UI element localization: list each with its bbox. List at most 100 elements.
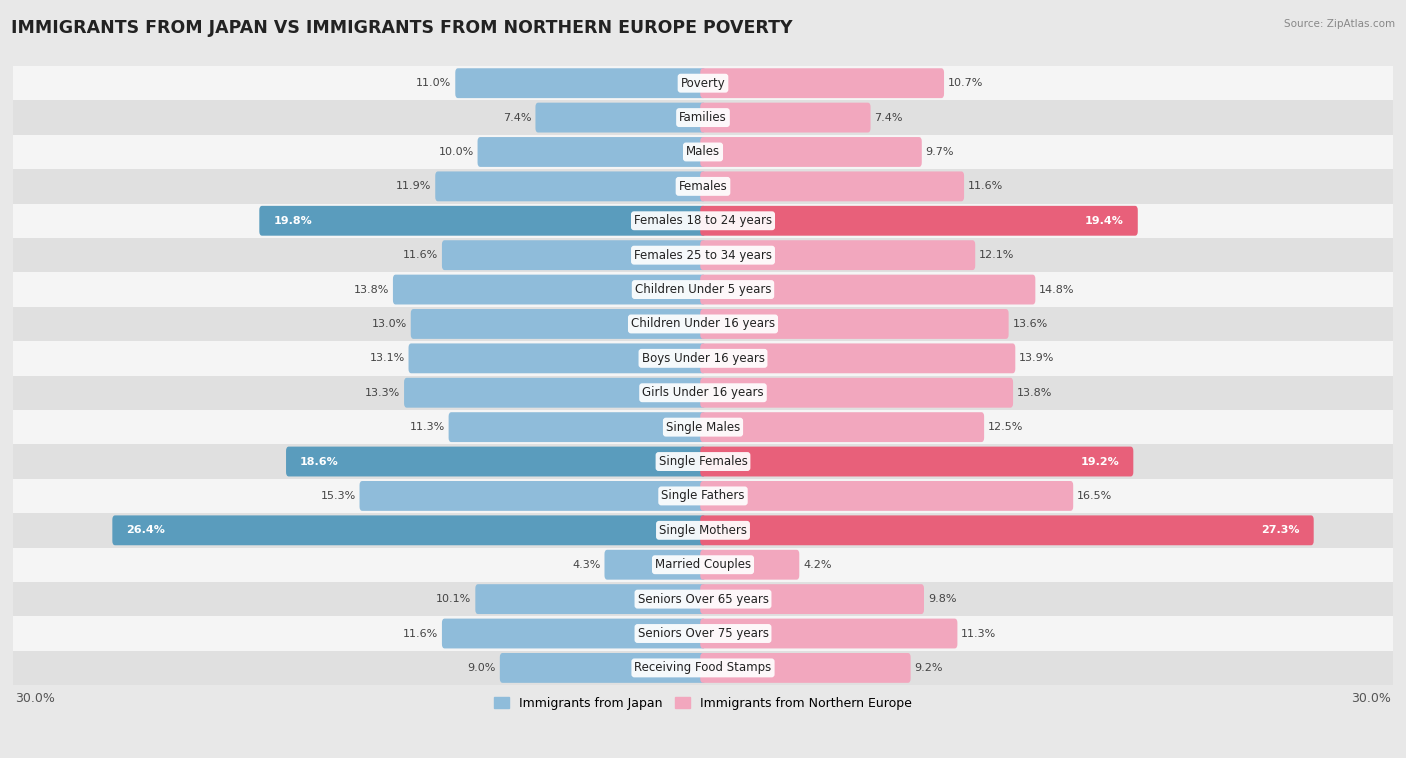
FancyBboxPatch shape — [441, 619, 706, 648]
FancyBboxPatch shape — [700, 550, 799, 580]
FancyBboxPatch shape — [700, 274, 1035, 305]
Text: 13.1%: 13.1% — [370, 353, 405, 363]
FancyBboxPatch shape — [700, 102, 870, 133]
Bar — [13, 135, 1393, 169]
Text: 7.4%: 7.4% — [875, 113, 903, 123]
Text: 11.0%: 11.0% — [416, 78, 451, 88]
Text: Single Fathers: Single Fathers — [661, 490, 745, 503]
Text: 19.2%: 19.2% — [1081, 456, 1119, 466]
FancyBboxPatch shape — [392, 274, 706, 305]
Text: 11.6%: 11.6% — [402, 628, 439, 638]
FancyBboxPatch shape — [478, 137, 706, 167]
Bar — [13, 375, 1393, 410]
Bar — [13, 513, 1393, 547]
FancyBboxPatch shape — [700, 446, 1133, 477]
FancyBboxPatch shape — [700, 309, 1008, 339]
FancyBboxPatch shape — [700, 412, 984, 442]
Bar — [13, 204, 1393, 238]
Text: 10.7%: 10.7% — [948, 78, 983, 88]
Text: Single Males: Single Males — [666, 421, 740, 434]
Text: 13.9%: 13.9% — [1019, 353, 1054, 363]
FancyBboxPatch shape — [700, 377, 1014, 408]
FancyBboxPatch shape — [605, 550, 706, 580]
Bar — [13, 650, 1393, 685]
Text: 13.0%: 13.0% — [371, 319, 406, 329]
Bar — [13, 66, 1393, 100]
Bar — [13, 307, 1393, 341]
FancyBboxPatch shape — [112, 515, 706, 545]
Text: Children Under 5 years: Children Under 5 years — [634, 283, 772, 296]
FancyBboxPatch shape — [700, 515, 1313, 545]
Text: 12.5%: 12.5% — [988, 422, 1024, 432]
Text: Single Mothers: Single Mothers — [659, 524, 747, 537]
Text: 13.8%: 13.8% — [1017, 388, 1052, 398]
FancyBboxPatch shape — [360, 481, 706, 511]
Text: 9.7%: 9.7% — [925, 147, 955, 157]
Legend: Immigrants from Japan, Immigrants from Northern Europe: Immigrants from Japan, Immigrants from N… — [489, 692, 917, 715]
Bar — [13, 616, 1393, 650]
FancyBboxPatch shape — [700, 481, 1073, 511]
Text: 27.3%: 27.3% — [1261, 525, 1299, 535]
Bar — [13, 547, 1393, 582]
Text: Source: ZipAtlas.com: Source: ZipAtlas.com — [1284, 19, 1395, 29]
Text: Seniors Over 65 years: Seniors Over 65 years — [637, 593, 769, 606]
Text: Poverty: Poverty — [681, 77, 725, 89]
Text: 11.6%: 11.6% — [402, 250, 439, 260]
Text: 13.3%: 13.3% — [366, 388, 401, 398]
FancyBboxPatch shape — [441, 240, 706, 270]
Text: Single Females: Single Females — [658, 455, 748, 468]
FancyBboxPatch shape — [700, 171, 965, 202]
Text: 10.1%: 10.1% — [436, 594, 471, 604]
Text: 9.0%: 9.0% — [468, 663, 496, 673]
Bar — [13, 341, 1393, 375]
Text: 4.3%: 4.3% — [572, 559, 600, 570]
Text: 19.4%: 19.4% — [1085, 216, 1123, 226]
Text: Seniors Over 75 years: Seniors Over 75 years — [637, 627, 769, 640]
FancyBboxPatch shape — [285, 446, 706, 477]
FancyBboxPatch shape — [456, 68, 706, 98]
Text: 18.6%: 18.6% — [299, 456, 339, 466]
FancyBboxPatch shape — [404, 377, 706, 408]
FancyBboxPatch shape — [436, 171, 706, 202]
Bar — [13, 100, 1393, 135]
FancyBboxPatch shape — [536, 102, 706, 133]
FancyBboxPatch shape — [700, 619, 957, 648]
Text: 14.8%: 14.8% — [1039, 284, 1074, 295]
Text: 12.1%: 12.1% — [979, 250, 1015, 260]
Bar — [13, 238, 1393, 272]
Text: Receiving Food Stamps: Receiving Food Stamps — [634, 662, 772, 675]
Text: 4.2%: 4.2% — [803, 559, 832, 570]
FancyBboxPatch shape — [411, 309, 706, 339]
Text: 11.6%: 11.6% — [967, 181, 1004, 191]
Text: Married Couples: Married Couples — [655, 558, 751, 572]
Text: Girls Under 16 years: Girls Under 16 years — [643, 387, 763, 399]
Text: 13.6%: 13.6% — [1012, 319, 1047, 329]
Text: Males: Males — [686, 146, 720, 158]
Bar — [13, 479, 1393, 513]
Text: 15.3%: 15.3% — [321, 491, 356, 501]
Text: 11.9%: 11.9% — [396, 181, 432, 191]
Text: Females 25 to 34 years: Females 25 to 34 years — [634, 249, 772, 262]
Bar — [13, 169, 1393, 204]
Text: Females: Females — [679, 180, 727, 193]
Bar — [13, 444, 1393, 479]
Text: 16.5%: 16.5% — [1077, 491, 1112, 501]
Bar — [13, 410, 1393, 444]
Text: 9.2%: 9.2% — [914, 663, 943, 673]
Text: 7.4%: 7.4% — [503, 113, 531, 123]
FancyBboxPatch shape — [700, 206, 1137, 236]
Text: 13.8%: 13.8% — [354, 284, 389, 295]
Text: Families: Families — [679, 111, 727, 124]
FancyBboxPatch shape — [700, 343, 1015, 373]
FancyBboxPatch shape — [409, 343, 706, 373]
Text: Females 18 to 24 years: Females 18 to 24 years — [634, 215, 772, 227]
Text: 19.8%: 19.8% — [273, 216, 312, 226]
FancyBboxPatch shape — [700, 137, 922, 167]
FancyBboxPatch shape — [700, 653, 911, 683]
Text: Boys Under 16 years: Boys Under 16 years — [641, 352, 765, 365]
FancyBboxPatch shape — [499, 653, 706, 683]
Text: 11.3%: 11.3% — [409, 422, 444, 432]
Text: 26.4%: 26.4% — [127, 525, 165, 535]
FancyBboxPatch shape — [700, 240, 976, 270]
FancyBboxPatch shape — [700, 68, 943, 98]
